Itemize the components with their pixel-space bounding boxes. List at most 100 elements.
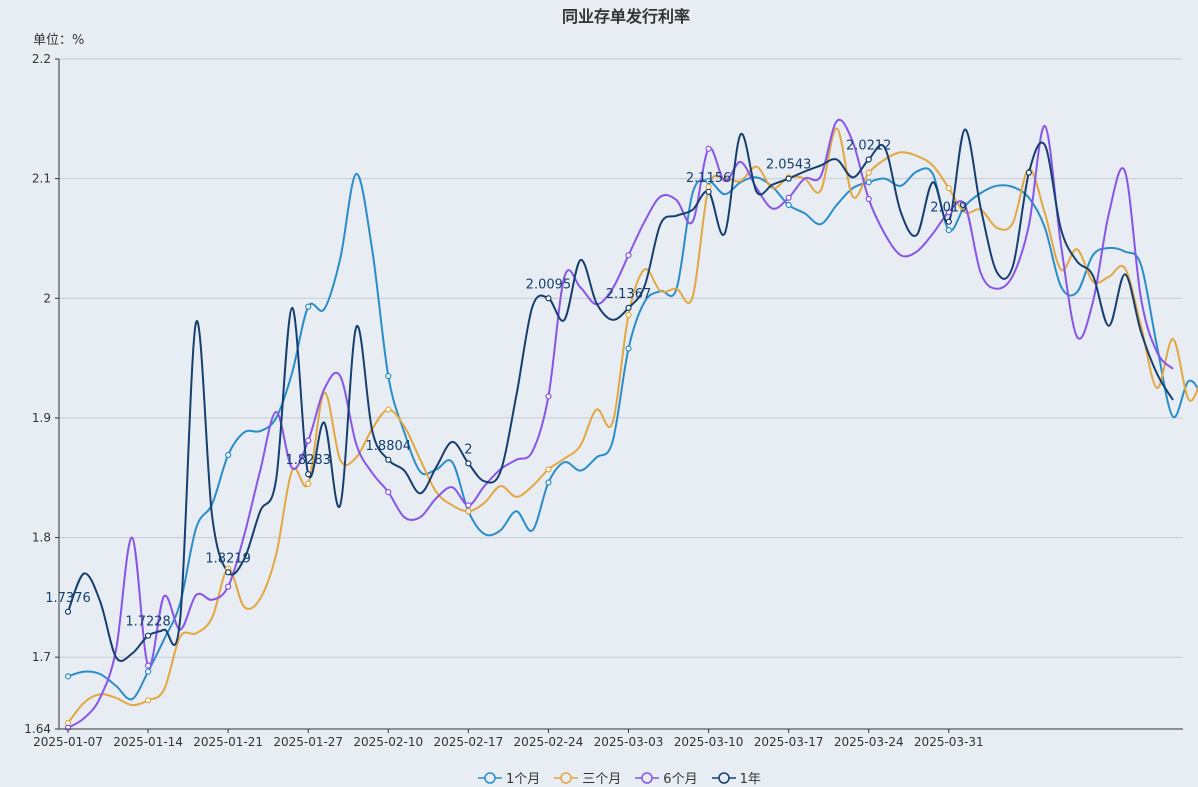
y-axis-label: 单位：% (33, 33, 85, 48)
x-tick-label: 2025-02-24 (514, 735, 584, 749)
legend-marker-3m (554, 771, 579, 784)
y-tick-label: 1.64 (24, 722, 51, 736)
data-point-1m (705, 177, 712, 185)
data-label: 1.7228 (125, 615, 171, 630)
data-point-3m (625, 311, 632, 319)
data-point-1y (705, 188, 712, 195)
data-point-1m (545, 479, 552, 486)
data-label: 2 (464, 442, 472, 457)
chart-title: 同业存单发行利率 (561, 7, 690, 26)
series-line-1y (67, 128, 1174, 662)
data-point-1m (625, 345, 632, 352)
data-point-6m (305, 437, 312, 444)
x-tick-label: 2025-02-10 (353, 735, 423, 749)
x-tick-label: 2025-01-27 (273, 735, 343, 749)
data-label: 2.019 (930, 201, 967, 216)
legend-marker-1m (478, 771, 502, 784)
data-point-1m (945, 226, 952, 234)
x-tick-label: 2025-03-17 (754, 735, 824, 749)
data-point-1m (305, 303, 312, 310)
legend: 1个月 三个月 6个月 1年 (478, 768, 761, 787)
data-point-1y (305, 471, 312, 478)
series-points (64, 145, 1032, 731)
legend-marker-6m (635, 771, 660, 784)
data-label: 2.0095 (526, 277, 572, 292)
data-point-1y (945, 218, 952, 225)
legend-label-1m: 1个月 (506, 772, 541, 787)
data-point-6m (144, 662, 152, 669)
series-line-3m (67, 127, 1198, 724)
x-axis-ticks: 2025-01-07 2025-01-14 2025-01-21 2025-01-27… (33, 729, 984, 749)
x-tick-label: 2025-01-14 (113, 735, 183, 749)
y-tick-label: 1.9 (32, 411, 51, 425)
data-point-1y (144, 632, 152, 639)
data-point-1m (865, 179, 872, 186)
data-point-3m (545, 466, 552, 473)
data-point-6m (785, 194, 792, 201)
data-point-6m (945, 209, 952, 216)
grid-lines (59, 58, 1183, 658)
y-tick-label: 1.8 (32, 531, 51, 545)
y-tick-label: 2 (43, 291, 51, 305)
series-lines (67, 118, 1198, 729)
data-point-1m (785, 201, 792, 209)
x-tick-label: 2025-03-31 (914, 735, 984, 749)
data-point-1y (385, 456, 392, 463)
x-tick-label: 2025-01-07 (33, 735, 103, 749)
data-labels: 1.7376 1.7228 1.8219 1.8283 1.8804 2 2.0095 2.1… (45, 139, 967, 630)
data-label: 1.8804 (366, 439, 412, 454)
x-tick-label: 2025-02-17 (433, 735, 503, 749)
data-point-3m (865, 169, 872, 176)
data-label: 1.8219 (205, 551, 251, 566)
legend-label-1y: 1年 (739, 772, 761, 787)
data-point-3m (945, 185, 952, 192)
x-tick-label: 2025-03-10 (674, 735, 744, 749)
data-point-1m (225, 451, 232, 459)
legend-item-6m[interactable]: 6个月 (635, 768, 698, 787)
data-point-1y (465, 460, 472, 467)
data-point-1y (64, 608, 72, 615)
data-point-1m (144, 668, 152, 675)
data-point-6m (545, 393, 552, 400)
series-line-6m (67, 118, 1174, 729)
data-point-3m (465, 508, 472, 515)
data-label: 2.1156 (686, 171, 732, 186)
x-tick-label: 2025-03-03 (594, 735, 664, 749)
data-point-6m (465, 502, 472, 509)
data-point-6m (64, 724, 72, 731)
data-label: 2.1367 (606, 287, 652, 302)
data-point-6m (385, 489, 392, 496)
data-point-6m (705, 145, 712, 152)
legend-item-3m[interactable]: 三个月 (554, 768, 621, 787)
data-point-6m (225, 583, 232, 590)
data-label: 2.0212 (846, 139, 892, 154)
x-tick-label: 2025-01-21 (193, 735, 263, 749)
data-label: 1.8283 (285, 453, 331, 468)
y-axis-ticks: 1.64 1.7 1.8 1.9 2 2.1 2.2 (24, 52, 59, 736)
data-point-1y (785, 175, 792, 182)
series-line-1m (67, 167, 1198, 701)
legend-marker-1y (711, 771, 736, 784)
data-point-3m (385, 406, 392, 413)
data-label: 1.7376 (45, 591, 91, 606)
y-tick-label: 2.1 (32, 172, 51, 186)
data-point-3m (144, 697, 152, 704)
y-tick-label: 2.2 (32, 52, 51, 66)
data-point-1y (625, 304, 632, 311)
data-label: 2.0543 (766, 158, 812, 173)
legend-item-1m[interactable]: 1个月 (478, 768, 540, 787)
x-tick-label: 2025-03-24 (834, 735, 904, 749)
y-tick-label: 1.7 (32, 650, 51, 664)
legend-label-6m: 6个月 (663, 772, 698, 787)
data-point-3m (305, 480, 312, 487)
data-point-1y (1025, 169, 1032, 176)
data-point-1y (225, 569, 232, 576)
data-point-6m (865, 195, 872, 203)
data-point-1y (865, 156, 872, 163)
data-point-1m (64, 673, 72, 680)
legend-item-1y[interactable]: 1年 (711, 768, 761, 787)
legend-label-3m: 三个月 (582, 772, 622, 787)
data-point-1y (545, 295, 552, 302)
data-point-6m (625, 252, 632, 259)
